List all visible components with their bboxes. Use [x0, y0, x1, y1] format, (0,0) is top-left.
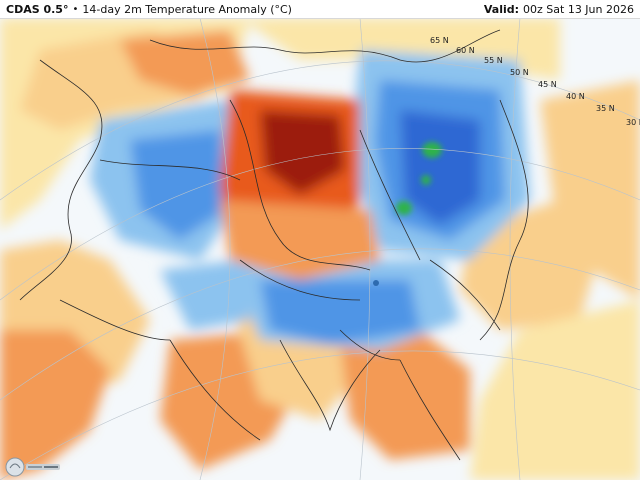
border-line	[99, 159, 241, 181]
graticule	[0, 17, 640, 480]
lat-label-55n: 55 N	[484, 56, 503, 65]
lat-label-35n: 35 N	[596, 104, 615, 113]
border-line	[239, 259, 361, 301]
border-line	[59, 299, 171, 341]
valid-time: 00z Sat 13 Jun 2026	[523, 2, 634, 16]
graticule-line	[0, 60, 640, 201]
border-line	[429, 259, 501, 331]
lat-label-40n: 40 N	[566, 92, 585, 101]
lake	[373, 280, 379, 286]
coastline-arctic	[149, 29, 501, 63]
separator: •	[72, 3, 79, 15]
title-left: CDAS 0.5° • 14-day 2m Temperature Anomal…	[6, 3, 292, 16]
coastline-east-asia	[479, 99, 529, 341]
weatherbell-logo	[5, 457, 60, 477]
warm-region-northwest	[120, 30, 250, 95]
border-line	[339, 329, 401, 361]
map-title: 14-day 2m Temperature Anomaly (°C)	[82, 2, 292, 16]
title-bar: CDAS 0.5° • 14-day 2m Temperature Anomal…	[0, 0, 640, 19]
moderate-cool-west-russia	[130, 130, 225, 240]
strong-cool-east-siberia	[400, 110, 480, 225]
extreme-cool-spot	[396, 201, 412, 215]
warm-region-kazakhstan	[220, 200, 380, 280]
coastline-india	[279, 339, 381, 432]
graticule-line	[199, 17, 231, 480]
model-label: CDAS 0.5°	[6, 2, 69, 16]
graticule-line	[0, 248, 640, 401]
border-line	[359, 129, 421, 261]
lat-label-30n: 30 N	[626, 118, 640, 127]
warm-region-africa	[0, 330, 110, 480]
warm-region-southeast-asia	[340, 330, 470, 460]
mild-warm-northeast	[540, 80, 640, 300]
graticule-line	[0, 148, 640, 301]
graticule-line	[0, 350, 640, 480]
graticule-line	[509, 17, 521, 480]
moderate-cool-central-asia	[260, 280, 420, 345]
lat-label-65n: 65 N	[430, 36, 449, 45]
lat-label-60n: 60 N	[456, 46, 475, 55]
coastline-europe	[19, 59, 103, 301]
strong-warm-core	[260, 110, 345, 195]
border-line	[229, 99, 371, 271]
borders	[19, 29, 529, 461]
valid-label: Valid:	[483, 2, 520, 16]
anomaly-field	[0, 18, 640, 480]
title-right: Valid: 00z Sat 13 Jun 2026	[484, 3, 634, 16]
lat-label-50n: 50 N	[510, 68, 529, 77]
extreme-cool-spots	[396, 142, 442, 215]
extreme-cool-spot	[422, 142, 442, 158]
mild-warm-pacific	[470, 300, 640, 480]
graticule-line	[359, 17, 371, 480]
extreme-cool-spot	[421, 175, 431, 185]
coastline-arabia	[169, 339, 261, 441]
coastline-southeast-asia	[399, 359, 461, 461]
lat-label-45n: 45 N	[538, 80, 557, 89]
